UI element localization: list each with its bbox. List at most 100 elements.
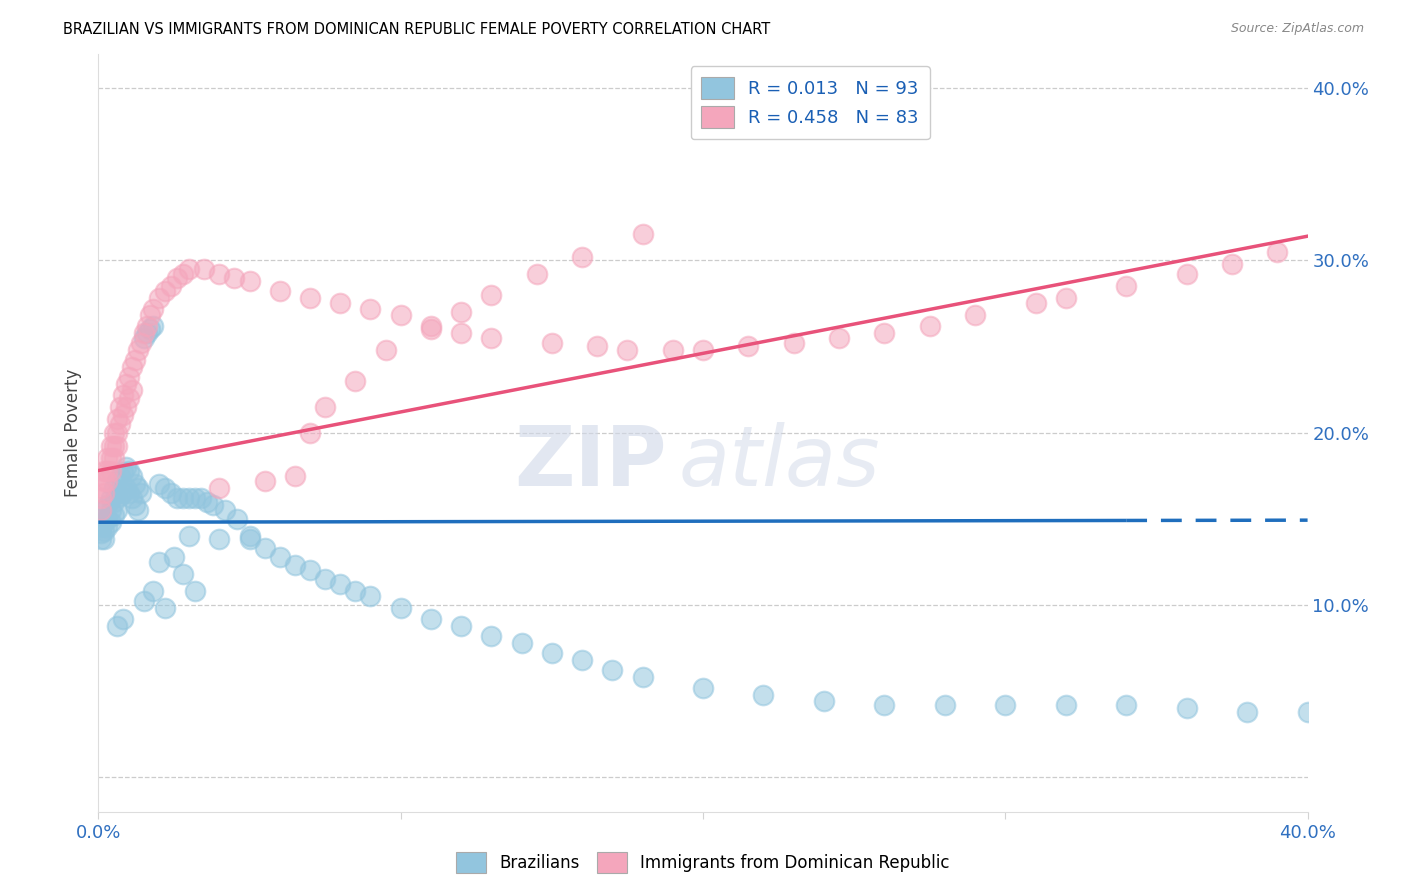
Point xyxy=(111,409,134,423)
Point xyxy=(1220,257,1243,271)
Point xyxy=(314,400,336,414)
Point xyxy=(90,491,112,505)
Point xyxy=(142,584,165,599)
Point xyxy=(103,451,125,466)
Point xyxy=(90,512,112,526)
Point xyxy=(526,267,548,281)
Point xyxy=(121,468,143,483)
Point xyxy=(586,339,609,353)
Point xyxy=(96,451,118,466)
Point xyxy=(202,498,225,512)
Point xyxy=(100,451,122,466)
Point xyxy=(105,503,128,517)
Point xyxy=(111,387,134,401)
Point xyxy=(121,491,143,505)
Point xyxy=(481,331,503,345)
Point xyxy=(783,336,806,351)
Point xyxy=(631,670,654,684)
Point xyxy=(163,549,186,564)
Point xyxy=(90,525,112,540)
Point xyxy=(208,267,231,281)
Point xyxy=(118,486,141,500)
Point xyxy=(121,360,143,375)
Point xyxy=(153,601,176,615)
Point xyxy=(208,533,231,547)
Point xyxy=(360,301,382,316)
Point xyxy=(692,343,714,357)
Point xyxy=(105,474,128,488)
Point xyxy=(114,460,136,475)
Point xyxy=(111,486,134,500)
Y-axis label: Female Poverty: Female Poverty xyxy=(65,368,83,497)
Point xyxy=(105,412,128,426)
Point xyxy=(127,343,149,357)
Point xyxy=(124,498,146,512)
Point xyxy=(100,503,122,517)
Point xyxy=(96,474,118,488)
Point xyxy=(239,274,262,288)
Point xyxy=(111,612,134,626)
Point xyxy=(994,698,1017,712)
Point xyxy=(1175,267,1198,281)
Point xyxy=(132,594,155,608)
Point xyxy=(93,515,115,529)
Point xyxy=(631,227,654,242)
Point xyxy=(118,464,141,478)
Point xyxy=(253,541,276,555)
Point xyxy=(828,331,851,345)
Point xyxy=(389,309,412,323)
Point xyxy=(172,491,194,505)
Point xyxy=(179,261,201,276)
Point xyxy=(100,515,122,529)
Point xyxy=(118,391,141,405)
Point xyxy=(139,309,162,323)
Point xyxy=(153,481,176,495)
Point xyxy=(1115,279,1137,293)
Point xyxy=(160,486,183,500)
Point xyxy=(135,326,157,340)
Point xyxy=(96,464,118,478)
Point xyxy=(450,618,472,632)
Point xyxy=(127,503,149,517)
Point xyxy=(299,564,322,578)
Point xyxy=(602,664,624,678)
Point xyxy=(540,336,562,351)
Point xyxy=(108,400,131,414)
Point xyxy=(965,309,987,323)
Text: BRAZILIAN VS IMMIGRANTS FROM DOMINICAN REPUBLIC FEMALE POVERTY CORRELATION CHART: BRAZILIAN VS IMMIGRANTS FROM DOMINICAN R… xyxy=(63,22,770,37)
Point xyxy=(148,291,170,305)
Point xyxy=(571,250,593,264)
Point xyxy=(344,584,367,599)
Point xyxy=(208,481,231,495)
Point xyxy=(108,468,131,483)
Point xyxy=(1054,291,1077,305)
Point xyxy=(540,646,562,660)
Point xyxy=(93,486,115,500)
Point xyxy=(193,261,215,276)
Point xyxy=(105,439,128,453)
Point xyxy=(142,318,165,333)
Point xyxy=(450,305,472,319)
Point xyxy=(226,512,249,526)
Point xyxy=(360,590,382,604)
Point xyxy=(135,318,157,333)
Point xyxy=(269,549,291,564)
Point xyxy=(103,481,125,495)
Point xyxy=(100,491,122,505)
Point xyxy=(329,296,352,310)
Point xyxy=(1236,705,1258,719)
Point xyxy=(571,653,593,667)
Point xyxy=(96,520,118,534)
Point xyxy=(214,503,236,517)
Point xyxy=(118,370,141,384)
Point xyxy=(111,465,134,479)
Point xyxy=(108,489,131,503)
Point xyxy=(100,464,122,478)
Point xyxy=(114,377,136,392)
Legend: Brazilians, Immigrants from Dominican Republic: Brazilians, Immigrants from Dominican Re… xyxy=(450,846,956,880)
Point xyxy=(420,612,443,626)
Point xyxy=(179,491,201,505)
Point xyxy=(160,279,183,293)
Point xyxy=(93,474,115,488)
Point xyxy=(93,533,115,547)
